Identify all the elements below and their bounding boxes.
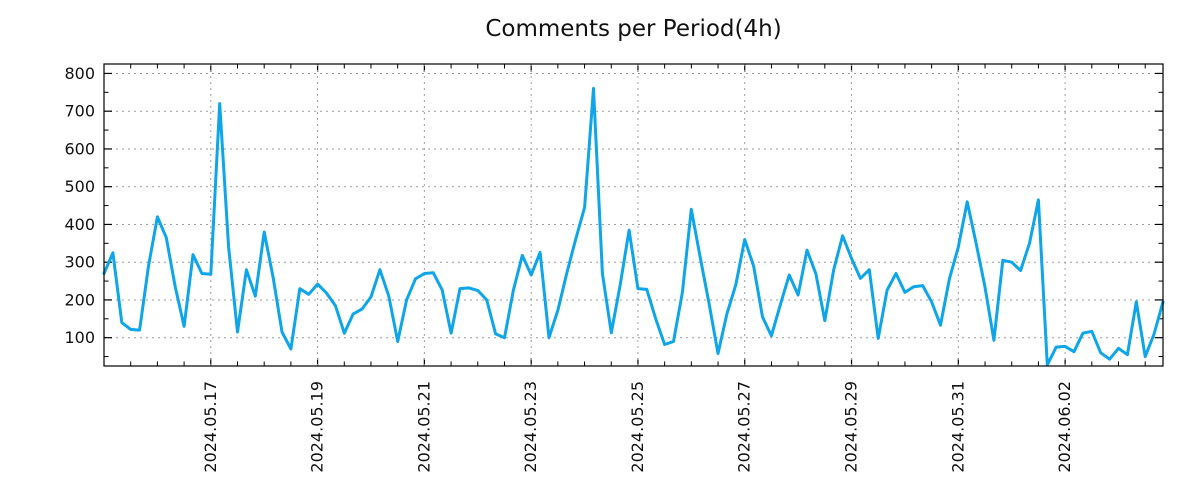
y-tick-label: 600 (64, 139, 95, 158)
y-tick-label: 300 (64, 253, 95, 272)
y-tick-label: 800 (64, 64, 95, 83)
y-tick-label: 400 (64, 215, 95, 234)
x-tick-label: 2024.05.21 (414, 381, 433, 473)
x-tick-label: 2024.05.27 (735, 381, 754, 473)
data-line (102, 87, 1165, 367)
x-tick-label: 2024.05.17 (201, 381, 220, 473)
y-tick-label: 200 (64, 290, 95, 309)
x-tick-label: 2024.05.31 (948, 381, 967, 473)
x-tick-label: 2024.05.19 (308, 381, 327, 473)
x-tick-label: 2024.05.29 (842, 381, 861, 473)
y-tick-label: 700 (64, 102, 95, 121)
x-tick-label: 2024.05.23 (521, 381, 540, 473)
y-tick-label: 500 (64, 177, 95, 196)
x-tick-label: 2024.06.02 (1055, 381, 1074, 473)
plot-frame (103, 63, 1164, 367)
x-tick-label: 2024.05.25 (628, 381, 647, 473)
y-tick-label: 100 (64, 328, 95, 347)
chart-title: Comments per Period(4h) (485, 16, 782, 42)
